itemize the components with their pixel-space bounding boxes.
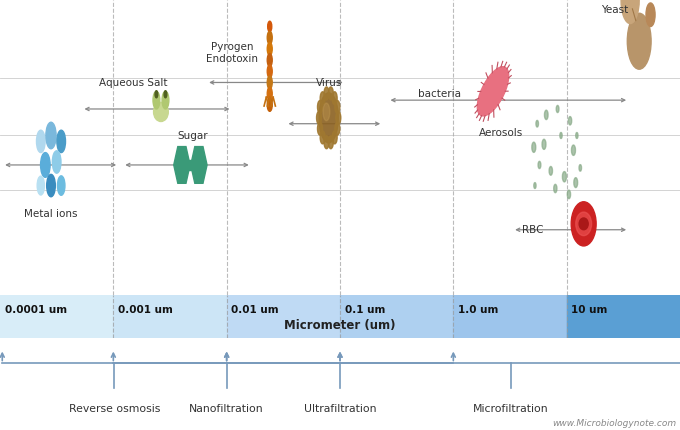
Bar — [566, 295, 680, 338]
Text: 0.0001 um: 0.0001 um — [5, 304, 67, 315]
Circle shape — [542, 139, 546, 149]
Text: Microfiltration: Microfiltration — [473, 404, 549, 414]
Circle shape — [568, 117, 572, 125]
Circle shape — [316, 111, 322, 124]
Circle shape — [556, 105, 559, 113]
Circle shape — [549, 166, 552, 175]
Circle shape — [319, 93, 338, 143]
Text: bacteria: bacteria — [418, 89, 461, 99]
Bar — [340, 295, 454, 338]
Circle shape — [332, 92, 337, 105]
Text: Aqueous Salt: Aqueous Salt — [99, 78, 168, 89]
Circle shape — [332, 131, 337, 144]
Text: 1.0 um: 1.0 um — [458, 304, 498, 315]
Circle shape — [554, 184, 557, 193]
Circle shape — [324, 87, 329, 100]
Text: Yeast: Yeast — [600, 5, 628, 15]
Circle shape — [567, 190, 571, 199]
Circle shape — [46, 122, 56, 149]
Circle shape — [267, 54, 272, 67]
Circle shape — [532, 142, 536, 152]
Circle shape — [324, 136, 329, 149]
Circle shape — [47, 175, 55, 197]
Circle shape — [538, 161, 541, 169]
Circle shape — [336, 111, 341, 124]
Circle shape — [57, 130, 65, 153]
Ellipse shape — [477, 67, 509, 116]
Text: Virus: Virus — [316, 78, 342, 89]
Circle shape — [267, 43, 272, 55]
Circle shape — [335, 101, 340, 114]
Circle shape — [328, 87, 333, 100]
Text: 10 um: 10 um — [571, 304, 607, 315]
Circle shape — [320, 92, 325, 105]
Bar — [0, 295, 114, 338]
Text: Nanofiltration: Nanofiltration — [189, 404, 264, 414]
Ellipse shape — [627, 13, 651, 69]
Bar — [188, 160, 192, 170]
Circle shape — [534, 183, 536, 188]
Circle shape — [621, 0, 639, 24]
Circle shape — [267, 98, 272, 111]
Text: www.Microbiologynote.com: www.Microbiologynote.com — [552, 419, 677, 428]
Circle shape — [335, 122, 340, 135]
Bar — [566, 295, 680, 338]
Bar — [226, 295, 340, 338]
Circle shape — [318, 122, 322, 135]
Text: Pyrogen
Endotoxin: Pyrogen Endotoxin — [206, 42, 258, 64]
Circle shape — [328, 136, 333, 149]
Circle shape — [37, 130, 45, 153]
Circle shape — [646, 3, 655, 27]
Ellipse shape — [579, 218, 588, 230]
Circle shape — [164, 91, 167, 98]
Text: 0.01 um: 0.01 um — [231, 304, 279, 315]
Text: Sugar: Sugar — [177, 132, 208, 141]
Circle shape — [560, 132, 562, 138]
Ellipse shape — [154, 102, 168, 122]
Circle shape — [153, 91, 160, 109]
Text: Reverse osmosis: Reverse osmosis — [69, 404, 160, 414]
Circle shape — [267, 31, 272, 44]
Circle shape — [155, 91, 158, 98]
Circle shape — [267, 76, 272, 89]
Circle shape — [318, 101, 322, 114]
Text: Metal ions: Metal ions — [24, 209, 78, 219]
Circle shape — [57, 176, 65, 195]
Ellipse shape — [571, 202, 596, 246]
Circle shape — [545, 110, 548, 120]
Text: RBC: RBC — [522, 225, 543, 235]
Text: Aerosols: Aerosols — [479, 128, 523, 138]
Circle shape — [37, 176, 44, 195]
Text: Micrometer (um): Micrometer (um) — [284, 319, 396, 332]
Circle shape — [162, 91, 169, 109]
Text: 0.001 um: 0.001 um — [118, 304, 173, 315]
Circle shape — [267, 87, 272, 100]
Circle shape — [576, 132, 578, 138]
Bar — [454, 295, 566, 338]
Circle shape — [536, 120, 539, 127]
Text: 0.1 um: 0.1 um — [345, 304, 385, 315]
Circle shape — [267, 65, 272, 78]
Ellipse shape — [576, 212, 592, 236]
Circle shape — [574, 178, 577, 187]
Circle shape — [571, 145, 575, 155]
Circle shape — [268, 21, 272, 32]
Circle shape — [41, 153, 50, 177]
Circle shape — [52, 151, 61, 173]
Circle shape — [579, 165, 581, 171]
Text: Ultrafiltration: Ultrafiltration — [304, 404, 376, 414]
Bar — [114, 295, 226, 338]
Circle shape — [320, 131, 325, 144]
Circle shape — [323, 103, 330, 121]
Circle shape — [562, 172, 566, 182]
